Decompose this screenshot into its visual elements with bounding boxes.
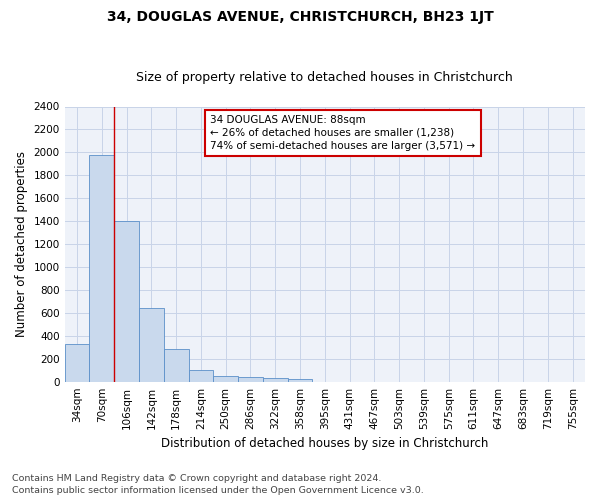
Text: 34, DOUGLAS AVENUE, CHRISTCHURCH, BH23 1JT: 34, DOUGLAS AVENUE, CHRISTCHURCH, BH23 1… [107,10,493,24]
Bar [238,376,263,382]
Title: Size of property relative to detached houses in Christchurch: Size of property relative to detached ho… [136,72,513,85]
Bar [188,370,214,382]
Bar [89,154,114,382]
Bar [263,378,287,382]
Bar [287,379,313,382]
Bar [65,344,89,382]
Text: 34 DOUGLAS AVENUE: 88sqm
← 26% of detached houses are smaller (1,238)
74% of sem: 34 DOUGLAS AVENUE: 88sqm ← 26% of detach… [211,115,475,151]
Bar [139,308,164,382]
Bar [164,349,188,382]
Text: Contains HM Land Registry data © Crown copyright and database right 2024.
Contai: Contains HM Land Registry data © Crown c… [12,474,424,495]
Bar [114,221,139,382]
Y-axis label: Number of detached properties: Number of detached properties [15,151,28,337]
X-axis label: Distribution of detached houses by size in Christchurch: Distribution of detached houses by size … [161,437,488,450]
Bar [214,376,238,382]
